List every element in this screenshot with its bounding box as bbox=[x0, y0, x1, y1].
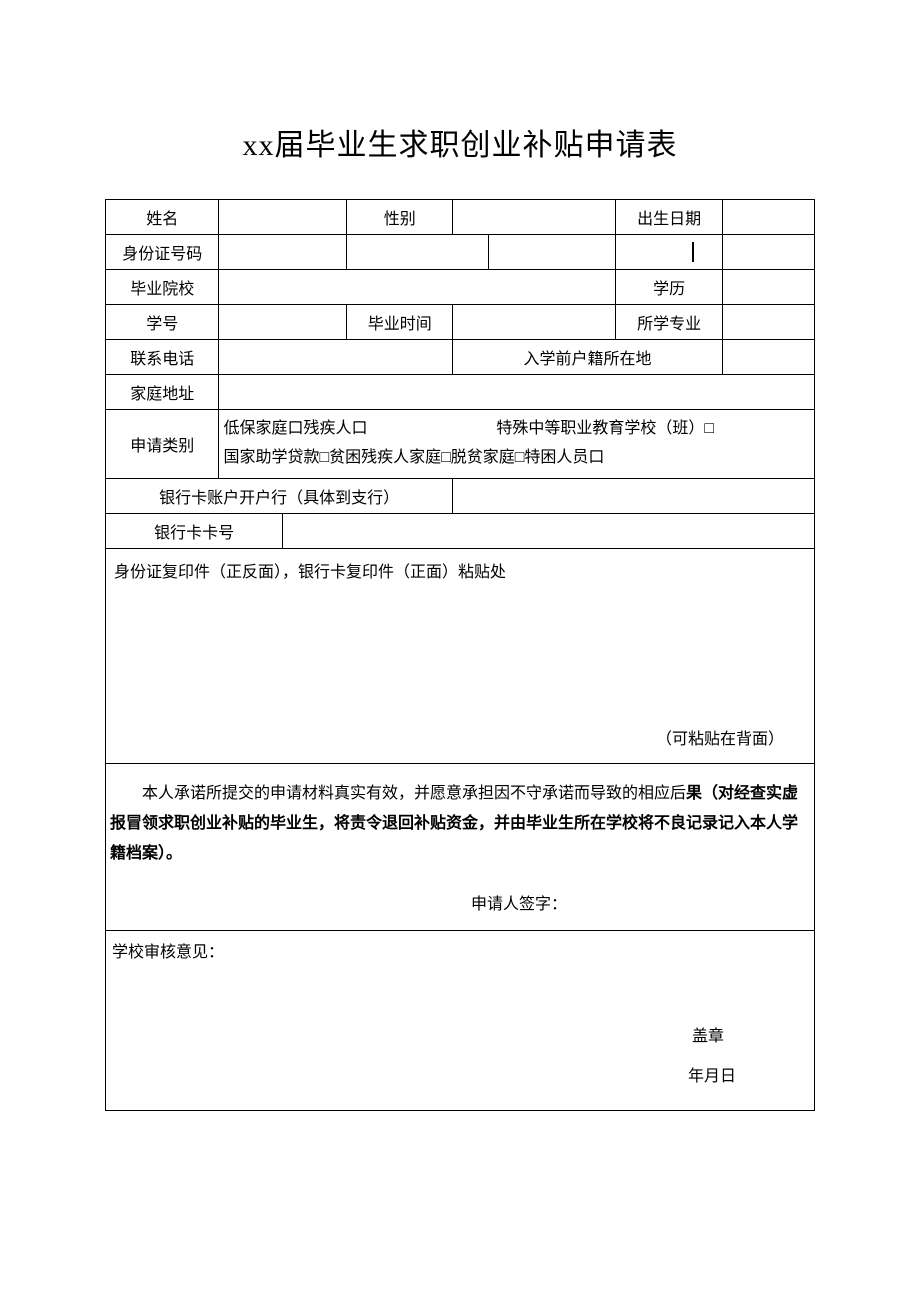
declaration-area: 本人承诺所提交的申请材料真实有效，并愿意承担因不守承诺而导致的相应后果（对经查实… bbox=[106, 763, 815, 931]
label-bank-card: 银行卡卡号 bbox=[106, 513, 283, 548]
field-name[interactable] bbox=[219, 200, 347, 235]
declaration-text-normal: 本人承诺所提交的申请材料真实有效，并愿意承担因不守承诺而导致的相应后 bbox=[110, 779, 686, 809]
row-review: 学校审核意见： 盖章 年月日 bbox=[106, 931, 815, 1111]
field-grad-time[interactable] bbox=[453, 305, 616, 340]
row-declaration: 本人承诺所提交的申请材料真实有效，并愿意承担因不守承诺而导致的相应后果（对经查实… bbox=[106, 763, 815, 931]
applicant-signature-label: 申请人签字： bbox=[110, 890, 808, 920]
row-attachment: 身份证复印件（正反面），银行卡复印件（正面）粘贴处 （可粘贴在背面） bbox=[106, 548, 815, 763]
field-student-id[interactable] bbox=[219, 305, 347, 340]
label-id-number: 身份证号码 bbox=[106, 235, 219, 270]
field-id-2[interactable] bbox=[347, 235, 489, 270]
label-major: 所学专业 bbox=[616, 305, 722, 340]
label-residence: 入学前户籍所在地 bbox=[453, 340, 722, 375]
label-grad-time: 毕业时间 bbox=[347, 305, 453, 340]
field-bank-card[interactable] bbox=[283, 513, 815, 548]
field-school[interactable] bbox=[219, 270, 616, 305]
row-name: 姓名 性别 出生日期 bbox=[106, 200, 815, 235]
row-phone: 联系电话 入学前户籍所在地 bbox=[106, 340, 815, 375]
category-opt-2: 特殊中等职业教育学校（班）□ bbox=[496, 415, 810, 444]
field-id-5[interactable] bbox=[722, 235, 814, 270]
row-school: 毕业院校 学历 bbox=[106, 270, 815, 305]
row-bank-branch: 银行卡账户开户行（具体到支行） bbox=[106, 478, 815, 513]
attachment-note: （可粘贴在背面） bbox=[656, 725, 784, 749]
label-address: 家庭地址 bbox=[106, 375, 219, 410]
label-education: 学历 bbox=[616, 270, 722, 305]
review-area: 学校审核意见： 盖章 年月日 bbox=[106, 931, 815, 1111]
label-student-id: 学号 bbox=[106, 305, 219, 340]
category-opt-1: 低保家庭口残疾人口 bbox=[223, 415, 496, 444]
attachment-area: 身份证复印件（正反面），银行卡复印件（正面）粘贴处 （可粘贴在背面） bbox=[106, 548, 815, 763]
form-title: xx届毕业生求职创业补贴申请表 bbox=[105, 120, 815, 164]
seal-label: 盖章 bbox=[692, 1022, 724, 1046]
row-student-id: 学号 毕业时间 所学专业 bbox=[106, 305, 815, 340]
document-page: xx届毕业生求职创业补贴申请表 姓名 性别 出生日期 身份证号码 bbox=[0, 0, 920, 1111]
application-form-table: 姓名 性别 出生日期 身份证号码 毕业院校 学历 学号 毕业时间 bbox=[105, 199, 815, 1111]
field-birth-date[interactable] bbox=[722, 200, 814, 235]
field-id-3[interactable] bbox=[488, 235, 616, 270]
field-major[interactable] bbox=[722, 305, 814, 340]
row-category: 申请类别 低保家庭口残疾人口 特殊中等职业教育学校（班）□ 国家助学贷款□贫困残… bbox=[106, 410, 815, 479]
review-label: 学校审核意见： bbox=[112, 936, 808, 964]
row-address: 家庭地址 bbox=[106, 375, 815, 410]
label-birth-date: 出生日期 bbox=[616, 200, 722, 235]
field-category[interactable]: 低保家庭口残疾人口 特殊中等职业教育学校（班）□ 国家助学贷款□贫困残疾人家庭□… bbox=[219, 410, 815, 479]
field-phone[interactable] bbox=[219, 340, 453, 375]
field-address[interactable] bbox=[219, 375, 815, 410]
field-bank-branch[interactable] bbox=[453, 478, 815, 513]
attachment-instruction: 身份证复印件（正反面），银行卡复印件（正面）粘贴处 bbox=[110, 554, 810, 586]
field-id-4[interactable] bbox=[616, 235, 722, 270]
label-bank-branch: 银行卡账户开户行（具体到支行） bbox=[106, 478, 453, 513]
field-gender[interactable] bbox=[453, 200, 616, 235]
field-education[interactable] bbox=[722, 270, 814, 305]
field-id-1[interactable] bbox=[219, 235, 347, 270]
row-id: 身份证号码 bbox=[106, 235, 815, 270]
row-bank-card: 银行卡卡号 bbox=[106, 513, 815, 548]
category-opt-line2: 国家助学贷款□贫困残疾人家庭□脱贫家庭□特困人员口 bbox=[223, 444, 810, 473]
field-residence[interactable] bbox=[722, 340, 814, 375]
label-gender: 性别 bbox=[347, 200, 453, 235]
label-phone: 联系电话 bbox=[106, 340, 219, 375]
label-category: 申请类别 bbox=[106, 410, 219, 479]
cursor-mark bbox=[692, 242, 694, 262]
date-label: 年月日 bbox=[688, 1062, 736, 1086]
label-school: 毕业院校 bbox=[106, 270, 219, 305]
label-name: 姓名 bbox=[106, 200, 219, 235]
